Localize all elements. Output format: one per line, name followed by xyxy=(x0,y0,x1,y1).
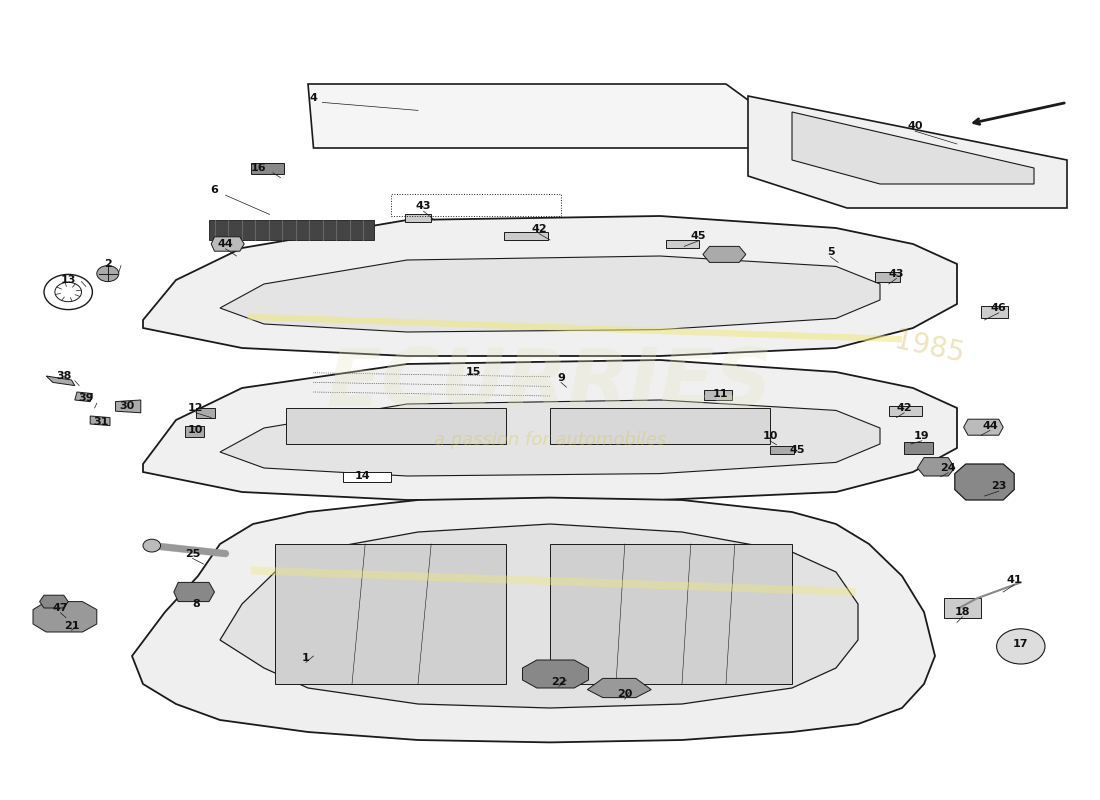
Text: 13: 13 xyxy=(60,275,76,285)
Polygon shape xyxy=(46,376,75,386)
Polygon shape xyxy=(220,524,858,708)
Circle shape xyxy=(97,266,119,282)
Polygon shape xyxy=(143,360,957,500)
Polygon shape xyxy=(33,602,97,632)
Text: 19: 19 xyxy=(914,431,929,441)
Polygon shape xyxy=(196,408,214,418)
Text: 43: 43 xyxy=(889,269,904,278)
Polygon shape xyxy=(143,216,957,356)
Polygon shape xyxy=(75,392,92,402)
Polygon shape xyxy=(955,464,1014,500)
Text: 41: 41 xyxy=(1006,575,1022,585)
Text: 39: 39 xyxy=(78,394,94,403)
Text: 10: 10 xyxy=(762,431,778,441)
Text: 5: 5 xyxy=(827,247,834,257)
Polygon shape xyxy=(550,408,770,444)
Text: 44: 44 xyxy=(218,239,233,249)
Polygon shape xyxy=(286,408,506,444)
Text: 47: 47 xyxy=(53,603,68,613)
Text: 4: 4 xyxy=(309,93,318,102)
Text: 24: 24 xyxy=(940,463,956,473)
Polygon shape xyxy=(248,314,902,342)
Polygon shape xyxy=(666,240,698,248)
Polygon shape xyxy=(308,84,792,148)
Text: 46: 46 xyxy=(991,303,1006,313)
Polygon shape xyxy=(917,458,955,476)
Polygon shape xyxy=(981,306,1008,318)
Polygon shape xyxy=(275,544,506,684)
Text: 42: 42 xyxy=(896,403,912,413)
Polygon shape xyxy=(904,442,933,454)
Text: 15: 15 xyxy=(465,367,481,377)
Text: 21: 21 xyxy=(64,621,79,630)
Polygon shape xyxy=(874,272,900,282)
Polygon shape xyxy=(116,400,141,413)
Text: 18: 18 xyxy=(955,607,970,617)
Polygon shape xyxy=(220,256,880,332)
Polygon shape xyxy=(405,214,431,222)
Text: 45: 45 xyxy=(691,231,706,241)
Polygon shape xyxy=(522,660,588,688)
Text: 31: 31 xyxy=(94,418,109,427)
Polygon shape xyxy=(220,400,880,476)
Text: 9: 9 xyxy=(557,373,565,382)
Polygon shape xyxy=(704,390,732,400)
Polygon shape xyxy=(132,498,935,742)
Text: 8: 8 xyxy=(191,599,200,609)
Text: 44: 44 xyxy=(982,421,998,430)
Text: 30: 30 xyxy=(119,402,134,411)
Text: 2: 2 xyxy=(103,259,112,269)
Text: 11: 11 xyxy=(713,389,728,398)
Polygon shape xyxy=(550,544,792,684)
Polygon shape xyxy=(748,96,1067,208)
Text: 43: 43 xyxy=(416,202,431,211)
Text: 20: 20 xyxy=(617,690,632,699)
Polygon shape xyxy=(185,426,204,437)
Polygon shape xyxy=(770,446,794,454)
Text: 14: 14 xyxy=(355,471,371,481)
Polygon shape xyxy=(343,472,390,482)
Text: ECURRIES: ECURRIES xyxy=(327,345,773,423)
Circle shape xyxy=(143,539,161,552)
Text: 22: 22 xyxy=(551,677,566,686)
Text: 10: 10 xyxy=(188,426,204,435)
Text: 12: 12 xyxy=(188,403,204,413)
Polygon shape xyxy=(251,163,284,174)
Text: 38: 38 xyxy=(56,371,72,381)
Text: a passion for automobiles: a passion for automobiles xyxy=(433,431,667,449)
Text: 45: 45 xyxy=(790,445,805,454)
Polygon shape xyxy=(251,566,856,596)
Polygon shape xyxy=(40,595,68,608)
Polygon shape xyxy=(792,112,1034,184)
Text: 25: 25 xyxy=(185,549,200,558)
Text: 17: 17 xyxy=(1013,639,1028,649)
Text: 1985: 1985 xyxy=(892,327,967,369)
Polygon shape xyxy=(889,406,922,416)
Text: 23: 23 xyxy=(991,482,1006,491)
Polygon shape xyxy=(703,246,746,262)
Text: 40: 40 xyxy=(908,122,923,131)
Polygon shape xyxy=(504,232,548,240)
Polygon shape xyxy=(944,598,981,618)
Text: 1: 1 xyxy=(301,653,310,662)
Polygon shape xyxy=(174,582,214,602)
Polygon shape xyxy=(90,416,110,426)
Text: 6: 6 xyxy=(210,186,219,195)
Polygon shape xyxy=(587,678,651,698)
Text: 42: 42 xyxy=(531,224,547,234)
Polygon shape xyxy=(211,237,244,251)
Polygon shape xyxy=(209,220,374,240)
Circle shape xyxy=(997,629,1045,664)
Text: 16: 16 xyxy=(251,163,266,173)
Polygon shape xyxy=(964,419,1003,435)
